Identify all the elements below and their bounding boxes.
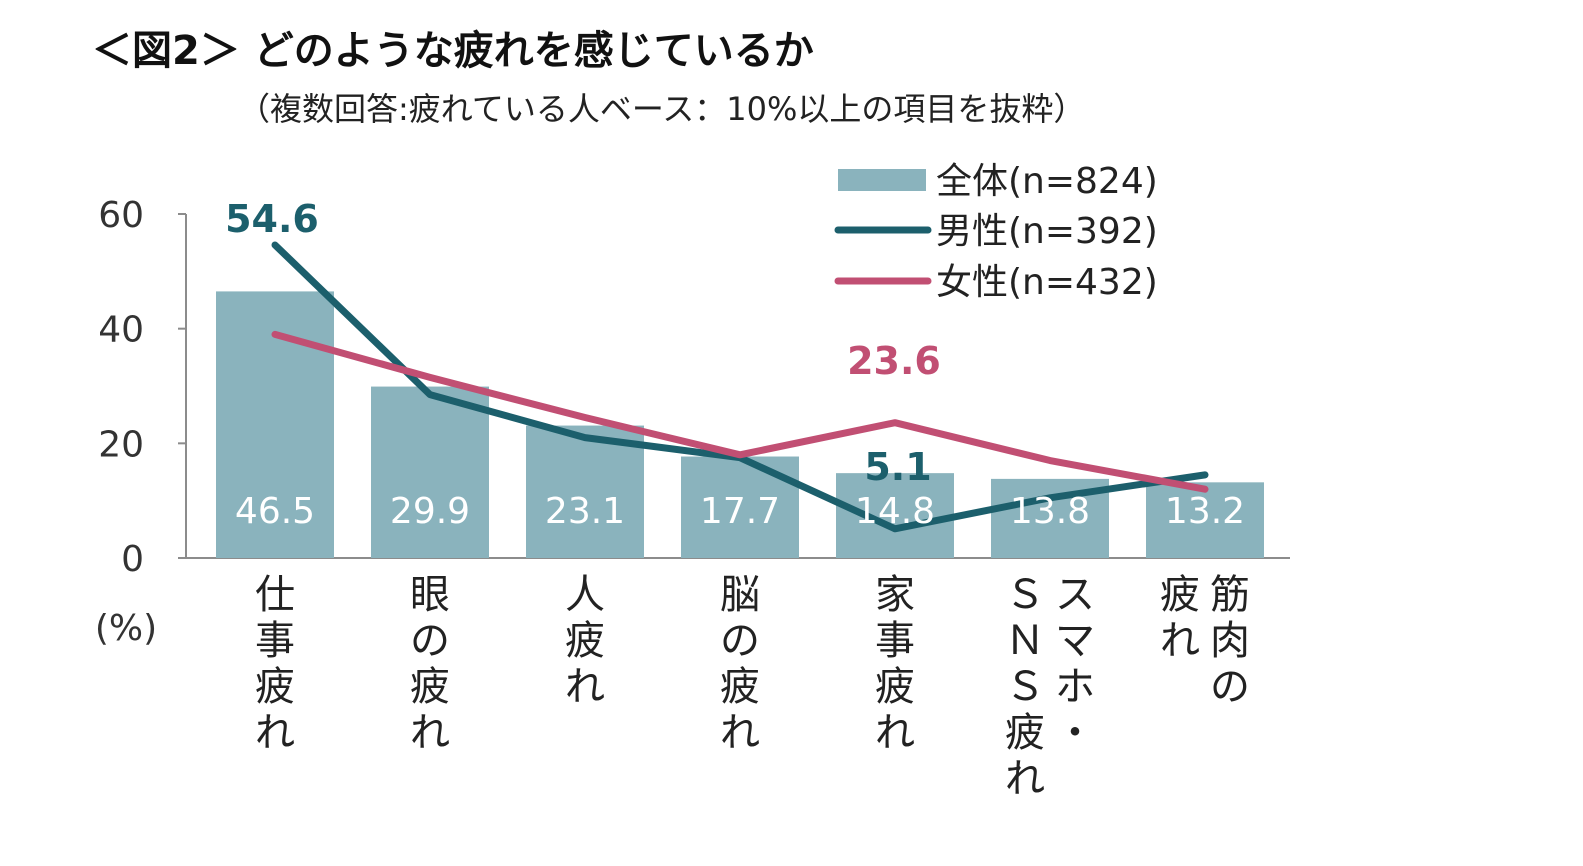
category-label-char: 眼 xyxy=(410,572,450,618)
annotations: 54.6 5.1 23.6 xyxy=(225,197,941,489)
category-label-char: ・ xyxy=(1055,710,1095,756)
bar-value-label: 13.2 xyxy=(1165,491,1245,532)
bar xyxy=(836,473,954,558)
bar-value-label: 14.8 xyxy=(855,491,935,532)
category-label-char: れ xyxy=(1160,618,1200,664)
category-label-char: Ｎ xyxy=(1005,618,1045,664)
chart-subtitle: （複数回答:疲れている人ベース：10%以上の項目を抜粋） xyxy=(238,90,1085,128)
y-tick-label: 20 xyxy=(98,424,144,465)
category-label-char: 事 xyxy=(875,618,915,664)
line-series xyxy=(271,241,1209,533)
y-axis: 0 20 40 60 (%) xyxy=(95,195,187,649)
bar-series xyxy=(216,291,1264,558)
category-label-char: ホ xyxy=(1055,664,1095,710)
category-label-char: れ xyxy=(1005,756,1045,802)
y-axis-unit: (%) xyxy=(95,608,157,649)
category-label-char: マ xyxy=(1055,618,1095,664)
bar xyxy=(526,425,644,558)
category-label-char: 疲 xyxy=(1160,572,1200,618)
category-label-char: 仕 xyxy=(255,572,295,618)
category-label-char: 筋 xyxy=(1210,572,1250,618)
bar-value-label: 13.8 xyxy=(1010,491,1090,532)
legend-label: 女性(n=432) xyxy=(936,262,1158,303)
bar-value-label: 46.5 xyxy=(235,491,315,532)
y-tick-label: 40 xyxy=(98,310,144,351)
bar-value-label: 29.9 xyxy=(390,491,470,532)
category-label-char: 疲 xyxy=(255,664,295,710)
bar xyxy=(371,386,489,558)
legend-item: 全体(n=824) xyxy=(838,161,1158,202)
category-label-char: 疲 xyxy=(565,618,605,664)
y-tick-label: 60 xyxy=(98,195,144,236)
category-label-char: れ xyxy=(720,710,760,756)
legend: 全体(n=824) 男性(n=392) 女性(n=432) xyxy=(834,161,1158,303)
category-label-char: 疲 xyxy=(1005,710,1045,756)
category-label-char: 家 xyxy=(875,572,915,618)
bar-value-labels: 46.5 29.9 23.1 17.7 14.8 13.8 13.2 xyxy=(235,491,1245,532)
annotation-label: 5.1 xyxy=(864,445,931,489)
female-line xyxy=(271,330,1209,493)
category-label-char: の xyxy=(720,618,760,664)
category-label-char: の xyxy=(410,618,450,664)
bar-value-label: 23.1 xyxy=(545,491,625,532)
category-label-char: 事 xyxy=(255,618,295,664)
category-label-char: 人 xyxy=(565,572,605,618)
category-label-char: れ xyxy=(255,710,295,756)
category-label-char: 疲 xyxy=(875,664,915,710)
category-label-char: れ xyxy=(875,710,915,756)
chart-title: ＜図2＞ どのような疲れを感じているか xyxy=(92,28,814,74)
category-label-char: ス xyxy=(1055,572,1095,618)
category-label: 人疲れ xyxy=(565,572,605,710)
category-label-char: 脳 xyxy=(720,572,760,618)
legend-item: 女性(n=432) xyxy=(834,262,1158,303)
category-label-char: 疲 xyxy=(720,664,760,710)
annotation-label: 54.6 xyxy=(225,197,319,241)
category-label-char: 肉 xyxy=(1210,618,1250,664)
category-label-char: Ｓ xyxy=(1005,664,1045,710)
legend-swatch-bar xyxy=(838,169,926,191)
category-label-char: れ xyxy=(410,710,450,756)
annotation-label: 23.6 xyxy=(847,339,941,383)
category-label-char: れ xyxy=(565,664,605,710)
legend-item: 男性(n=392) xyxy=(834,211,1158,252)
legend-label: 全体(n=824) xyxy=(936,161,1158,202)
y-tick-label: 0 xyxy=(121,539,144,580)
category-label-char: の xyxy=(1210,664,1250,710)
legend-label: 男性(n=392) xyxy=(936,211,1158,252)
category-label-char: 疲 xyxy=(410,664,450,710)
bar-value-label: 17.7 xyxy=(700,491,780,532)
category-label-char: Ｓ xyxy=(1005,572,1045,618)
bar xyxy=(1146,482,1264,558)
